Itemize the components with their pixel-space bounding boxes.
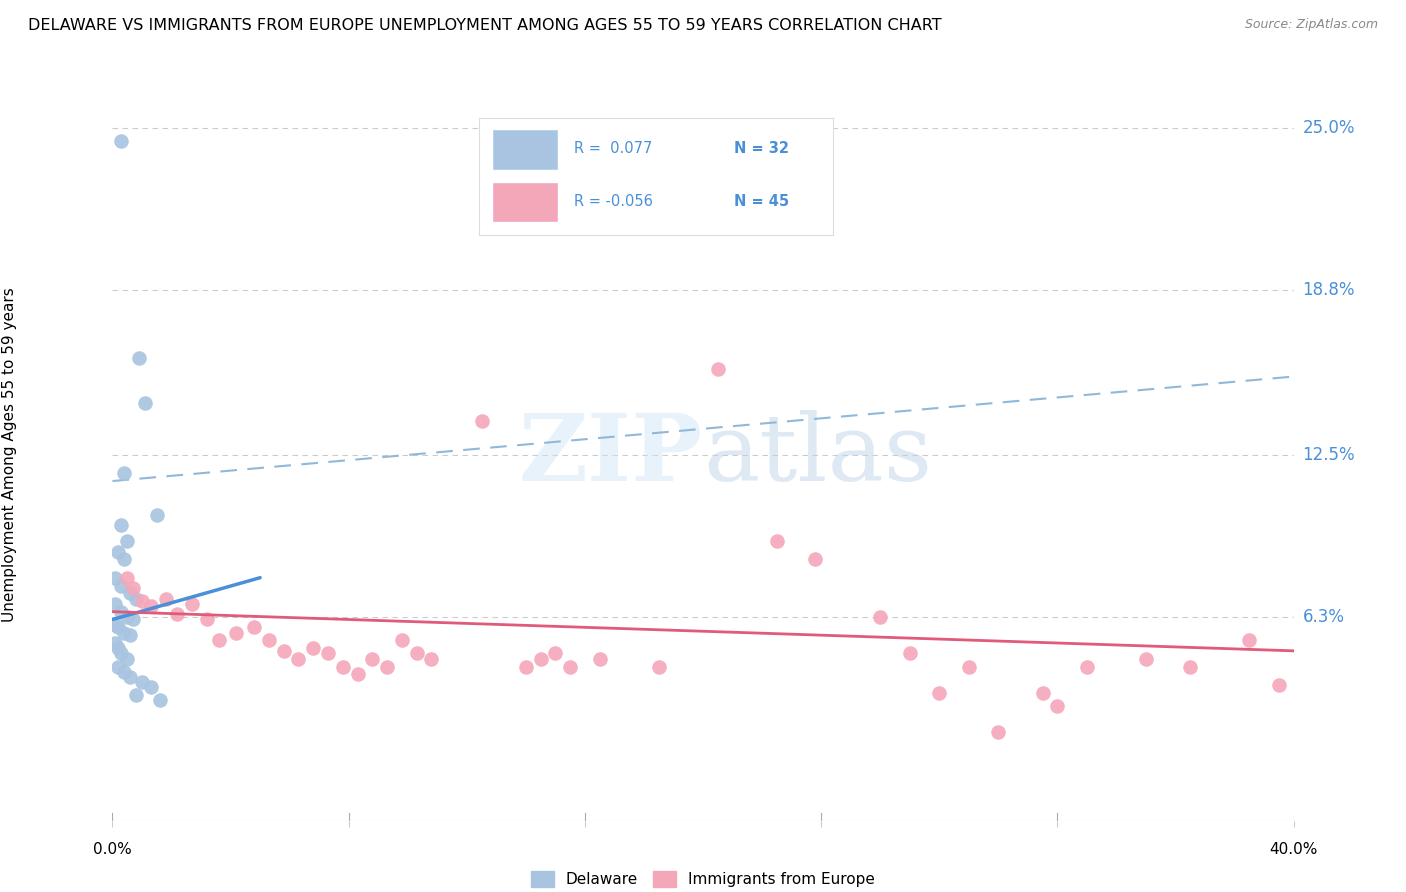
Point (110, 135, 132, 149)
Point (766, 534, 789, 549)
Point (470, 414, 494, 428)
Point (302, 641, 325, 656)
Point (225, 625, 247, 640)
Point (104, 636, 127, 650)
Point (647, 659, 671, 673)
Point (110, 647, 132, 661)
Text: atlas: atlas (703, 410, 932, 500)
Point (107, 641, 129, 656)
Point (104, 617, 127, 632)
Point (273, 644, 295, 658)
Point (122, 581, 145, 595)
Point (420, 651, 443, 665)
Point (122, 613, 145, 627)
Legend: Delaware, Immigrants from Europe: Delaware, Immigrants from Europe (524, 865, 882, 892)
Point (128, 351, 150, 366)
Point (155, 591, 177, 606)
Point (125, 688, 148, 702)
Point (107, 620, 129, 634)
Point (391, 633, 413, 648)
Point (928, 686, 950, 700)
Point (166, 607, 188, 622)
Text: 0.0%: 0.0% (93, 841, 132, 856)
Point (117, 651, 138, 665)
Point (131, 675, 153, 690)
Point (987, 724, 1010, 739)
Point (117, 610, 138, 624)
Point (110, 578, 132, 592)
Point (149, 693, 172, 707)
Point (898, 647, 921, 661)
Point (110, 518, 132, 533)
Text: Source: ZipAtlas.com: Source: ZipAtlas.com (1244, 18, 1378, 31)
Point (120, 586, 142, 600)
Point (120, 628, 142, 642)
Point (112, 665, 135, 679)
Point (1032, 686, 1054, 700)
Point (515, 659, 537, 673)
Point (104, 571, 127, 585)
Point (104, 597, 127, 611)
Text: 18.8%: 18.8% (1302, 281, 1355, 300)
Text: DELAWARE VS IMMIGRANTS FROM EUROPE UNEMPLOYMENT AMONG AGES 55 TO 59 YEARS CORREL: DELAWARE VS IMMIGRANTS FROM EUROPE UNEMP… (28, 18, 942, 33)
Text: 12.5%: 12.5% (1302, 446, 1355, 464)
Point (560, 659, 582, 673)
Text: ZIP: ZIP (519, 410, 703, 500)
Point (544, 647, 567, 661)
Text: Unemployment Among Ages 55 to 59 years: Unemployment Among Ages 55 to 59 years (1, 287, 17, 623)
Point (139, 599, 162, 614)
Point (139, 681, 162, 695)
Point (257, 633, 280, 648)
Text: 25.0%: 25.0% (1302, 120, 1355, 137)
Point (131, 594, 153, 608)
Point (243, 620, 266, 634)
Point (117, 571, 138, 585)
Point (1268, 678, 1291, 692)
Text: 6.3%: 6.3% (1302, 607, 1344, 626)
Point (117, 534, 138, 549)
Point (869, 610, 891, 624)
Point (125, 591, 148, 606)
Point (146, 508, 169, 522)
Text: 40.0%: 40.0% (1270, 841, 1317, 856)
Point (316, 647, 339, 661)
Point (120, 670, 142, 684)
Point (107, 659, 129, 673)
Point (208, 633, 231, 648)
Point (195, 613, 218, 627)
Point (112, 466, 135, 480)
Point (287, 651, 309, 665)
Point (346, 667, 368, 681)
Point (107, 544, 129, 558)
Point (1239, 633, 1261, 648)
Point (1046, 698, 1069, 713)
Point (1076, 659, 1098, 673)
Point (112, 552, 135, 566)
Point (110, 605, 132, 619)
Point (588, 651, 610, 665)
Point (405, 647, 427, 661)
Point (134, 395, 156, 409)
Point (1180, 659, 1202, 673)
Point (1135, 651, 1157, 665)
Point (804, 552, 827, 566)
Point (529, 651, 551, 665)
Point (707, 361, 730, 376)
Point (375, 659, 398, 673)
Point (332, 659, 354, 673)
Point (361, 651, 384, 665)
Point (181, 597, 204, 611)
Point (112, 625, 135, 640)
Point (957, 659, 980, 673)
